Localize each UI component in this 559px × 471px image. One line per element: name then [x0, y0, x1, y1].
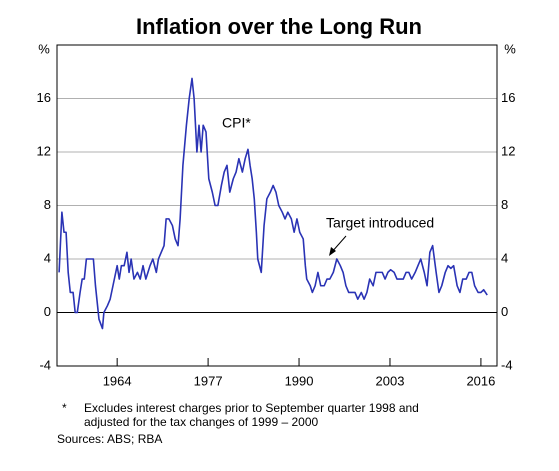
y-tick-label-right: 12: [501, 143, 515, 158]
y-tick-label: 8: [44, 197, 51, 212]
annotation: Target introduced: [326, 215, 434, 231]
y-tick-label-right: 0: [501, 304, 508, 319]
y-tick-label-right: 16: [501, 90, 515, 105]
plot-frame: [56, 44, 498, 367]
y-axis-label-right: %: [504, 41, 516, 56]
x-tick-label: 2003: [376, 373, 405, 388]
footnote-marker: *: [62, 401, 67, 415]
sources: Sources: ABS; RBA: [57, 432, 162, 446]
chart-title: Inflation over the Long Run: [136, 14, 422, 39]
annotation: CPI*: [222, 115, 251, 131]
x-tick-label: 1977: [194, 373, 223, 388]
y-axis-label: %: [38, 41, 50, 56]
y-tick-label: 0: [44, 304, 51, 319]
y-tick-label: 4: [44, 250, 51, 265]
x-tick-label: 1964: [103, 373, 132, 388]
data-line: [58, 77, 488, 330]
footnote: adjusted for the tax changes of 1999 – 2…: [84, 415, 319, 429]
x-tick-label: 2016: [466, 373, 495, 388]
y-tick-label: 12: [37, 143, 51, 158]
y-tick-label: 16: [37, 90, 51, 105]
y-tick-label-right: 8: [501, 197, 508, 212]
footnote: Excludes interest charges prior to Septe…: [84, 401, 419, 415]
y-tick-label: -4: [39, 357, 51, 372]
y-tick-label-right: -4: [501, 357, 513, 372]
y-tick-label-right: 4: [501, 250, 508, 265]
arrow-head: [329, 247, 336, 256]
x-tick-label: 1990: [285, 373, 314, 388]
